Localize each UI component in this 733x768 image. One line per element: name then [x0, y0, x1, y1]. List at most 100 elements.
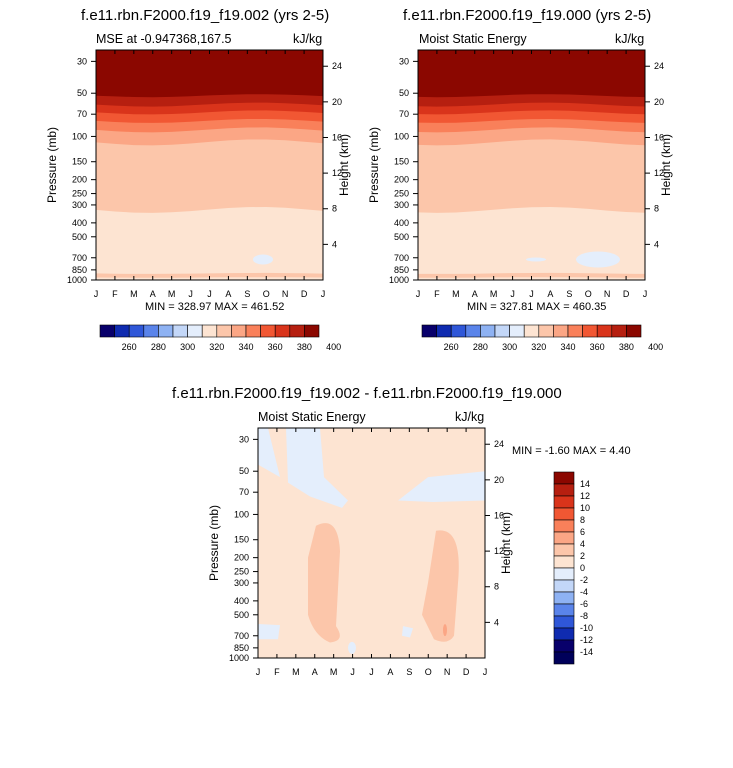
- colorbar-swatch: [523, 324, 540, 338]
- x-tick-label: F: [112, 289, 118, 299]
- x-tick-label: O: [425, 667, 432, 677]
- height-tick-label: 20: [332, 97, 342, 107]
- colorbar-label: 6: [580, 527, 585, 537]
- x-tick-label: M: [130, 289, 138, 299]
- pressure-tick-label: 300: [72, 200, 87, 210]
- colorbar-swatch: [553, 324, 569, 338]
- y-axis-label-right: Height (km): [337, 134, 351, 196]
- panel3-minmax: MIN = -1.60 MAX = 4.40: [512, 445, 631, 457]
- x-tick-label: J: [529, 289, 534, 299]
- panel3-subtitle-right: kJ/kg: [455, 410, 485, 424]
- pressure-tick-label: 850: [72, 265, 87, 275]
- colorbar-swatch: [465, 324, 481, 338]
- colorbar-swatch: [509, 324, 525, 338]
- colorbar-swatch: [553, 567, 575, 581]
- pressure-tick-label: 300: [234, 578, 249, 588]
- pos-region-core: [443, 624, 447, 637]
- x-tick-label: M: [330, 667, 338, 677]
- colorbar-label: 300: [180, 342, 195, 352]
- y-axis-label-right: Height (km): [659, 134, 673, 196]
- colorbar-swatch: [553, 471, 575, 485]
- colorbar-swatch: [450, 324, 467, 338]
- pressure-tick-label: 30: [239, 434, 249, 444]
- pressure-tick-label: 700: [394, 253, 409, 263]
- x-tick-label: F: [434, 289, 440, 299]
- colorbar-swatch: [553, 483, 575, 497]
- height-tick-label: 8: [654, 204, 659, 214]
- colorbar-swatch: [626, 324, 642, 338]
- colorbar-label: 8: [580, 515, 585, 525]
- colorbar-swatch: [216, 324, 232, 338]
- colorbar-label: 400: [326, 342, 341, 352]
- colorbar-label: 280: [151, 342, 166, 352]
- height-tick-label: 16: [332, 132, 342, 142]
- height-tick-label: 24: [654, 61, 664, 71]
- panel1-field: [96, 50, 323, 280]
- colorbar-swatch: [172, 324, 188, 338]
- x-tick-label: A: [472, 289, 478, 299]
- pressure-tick-label: 250: [72, 189, 87, 199]
- height-tick-label: 4: [654, 239, 659, 249]
- x-tick-label: M: [168, 289, 176, 299]
- panel2-field: [418, 50, 645, 280]
- x-tick-label: S: [244, 289, 250, 299]
- neg-region-low-mid: [402, 626, 413, 638]
- pressure-tick-label: 850: [234, 643, 249, 653]
- pressure-tick-label: 30: [77, 56, 87, 66]
- height-tick-label: 16: [654, 132, 664, 142]
- x-tick-label: J: [94, 289, 99, 299]
- x-tick-label: A: [312, 667, 318, 677]
- field-blob-small: [526, 257, 546, 262]
- x-tick-label: S: [566, 289, 572, 299]
- colorbar-label: 12: [580, 491, 590, 501]
- pressure-tick-label: 250: [394, 189, 409, 199]
- colorbar-label: 360: [268, 342, 283, 352]
- field-blob: [576, 251, 620, 268]
- x-tick-label: J: [256, 667, 261, 677]
- colorbar-label: 280: [473, 342, 488, 352]
- colorbar-swatch: [421, 324, 437, 338]
- colorbar-swatch: [494, 324, 510, 338]
- colorbar-label: -4: [580, 587, 588, 597]
- colorbar-label: 400: [648, 342, 663, 352]
- pressure-tick-label: 200: [234, 553, 249, 563]
- colorbar-swatch: [553, 519, 575, 533]
- pressure-tick-label: 70: [239, 487, 249, 497]
- pos-region-right: [422, 530, 459, 642]
- colorbar-swatch: [553, 627, 575, 641]
- pressure-tick-label: 200: [394, 175, 409, 185]
- pressure-tick-label: 100: [234, 509, 249, 519]
- neg-region-corner: [258, 428, 280, 478]
- height-tick-label: 8: [494, 582, 499, 592]
- height-tick-label: 20: [654, 97, 664, 107]
- x-tick-label: M: [292, 667, 300, 677]
- pressure-tick-label: 1000: [389, 275, 409, 285]
- panel2-minmax: MIN = 327.81 MAX = 460.35: [467, 301, 607, 313]
- x-tick-label: N: [444, 667, 451, 677]
- height-tick-label: 12: [494, 546, 504, 556]
- panel3-subtitle-left: Moist Static Energy: [258, 410, 366, 424]
- colorbar-swatch: [158, 324, 174, 338]
- colorbar-swatch: [553, 639, 575, 653]
- pressure-tick-label: 100: [72, 131, 87, 141]
- x-tick-label: J: [321, 289, 326, 299]
- colorbar-swatch: [553, 507, 575, 521]
- x-tick-label: S: [406, 667, 412, 677]
- colorbar-label: -2: [580, 575, 588, 585]
- x-tick-label: D: [301, 289, 308, 299]
- y-axis-label-right: Height (km): [499, 512, 513, 574]
- y-axis-label-left: Pressure (mb): [367, 127, 381, 203]
- field-band-6: [418, 207, 645, 280]
- colorbar-swatch: [260, 324, 276, 338]
- pressure-tick-label: 1000: [229, 653, 249, 663]
- x-tick-label: M: [452, 289, 460, 299]
- x-tick-label: A: [225, 289, 231, 299]
- pressure-tick-label: 700: [72, 253, 87, 263]
- pressure-tick-label: 400: [234, 596, 249, 606]
- colorbar-label: 300: [502, 342, 517, 352]
- panel2-title: f.e11.rbn.F2000.f19_f19.000 (yrs 2-5): [403, 7, 652, 24]
- colorbar-swatch: [289, 324, 305, 338]
- x-tick-label: A: [387, 667, 393, 677]
- colorbar-swatch: [553, 579, 575, 593]
- colorbar-swatch: [231, 324, 247, 338]
